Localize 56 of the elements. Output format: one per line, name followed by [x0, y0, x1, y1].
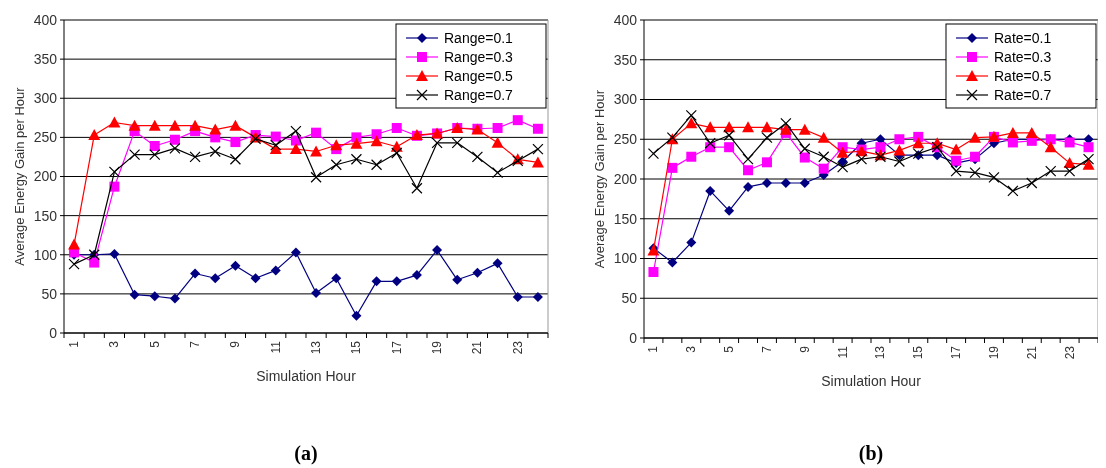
- y-tick-label: 150: [33, 207, 58, 224]
- y-tick-label: 200: [613, 170, 638, 187]
- x-tick-label: 15: [349, 340, 364, 355]
- y-tick-label: 350: [613, 51, 638, 68]
- y-tick-label: 50: [41, 285, 58, 302]
- x-tick-label: 3: [107, 340, 122, 348]
- legend-label: Range=0.1: [444, 29, 514, 46]
- y-tick-label: 250: [33, 129, 58, 146]
- x-tick-label: 15: [911, 345, 926, 360]
- x-tick-label: 9: [228, 340, 243, 348]
- x-tick-label: 21: [1024, 345, 1039, 360]
- x-tick-label: 5: [722, 345, 737, 353]
- legend-label: Rate=0.7: [994, 86, 1052, 103]
- x-tick-label: 5: [147, 340, 162, 348]
- x-tick-label: 17: [949, 345, 964, 360]
- text: (b): [858, 442, 884, 465]
- y-tick-label: 250: [613, 131, 638, 148]
- y-tick-label: 400: [613, 11, 638, 28]
- y-tick-label: 200: [33, 168, 58, 185]
- y-tick-label: 0: [629, 329, 638, 346]
- y-axis-title: Average Energy Gain per Hour: [12, 86, 27, 266]
- x-axis-title: Simulation Hour: [821, 373, 922, 389]
- x-tick-label: 19: [430, 340, 445, 355]
- legend-label: Range=0.3: [444, 48, 514, 65]
- x-tick-label: 7: [759, 345, 774, 353]
- x-axis-title: Simulation Hour: [256, 368, 357, 384]
- x-tick-label: 17: [389, 340, 404, 355]
- legend-label: Range=0.5: [444, 67, 514, 84]
- x-tick-label: 21: [470, 340, 485, 355]
- x-tick-label: 11: [835, 345, 850, 359]
- x-tick-label: 19: [986, 345, 1001, 360]
- y-tick-label: 350: [33, 51, 58, 68]
- legend-label: Rate=0.1: [994, 29, 1052, 46]
- legend-label: Range=0.7: [444, 86, 514, 103]
- x-tick-label: 13: [873, 345, 888, 360]
- x-tick-label: 1: [67, 340, 82, 348]
- x-tick-label: 1: [646, 345, 661, 353]
- x-tick-label: 13: [309, 340, 324, 355]
- y-tick-label: 50: [621, 290, 638, 307]
- x-tick-label: 7: [188, 340, 203, 348]
- text: (a): [294, 442, 318, 465]
- legend-label: Rate=0.5: [994, 67, 1052, 84]
- x-tick-label: 11: [268, 340, 283, 354]
- y-tick-label: 100: [613, 250, 638, 267]
- y-tick-label: 100: [33, 246, 58, 263]
- y-tick-label: 300: [33, 90, 58, 107]
- y-tick-label: 400: [33, 11, 58, 28]
- x-tick-label: 3: [684, 345, 699, 353]
- y-tick-label: 0: [49, 324, 58, 341]
- x-tick-label: 23: [1062, 345, 1077, 360]
- y-tick-label: 300: [613, 91, 638, 108]
- x-tick-label: 9: [797, 345, 812, 353]
- x-tick-label: 23: [510, 340, 525, 355]
- legend-label: Rate=0.3: [994, 48, 1052, 65]
- y-axis-title: Average Energy Gain per Hour: [592, 89, 607, 269]
- y-tick-label: 150: [613, 210, 638, 227]
